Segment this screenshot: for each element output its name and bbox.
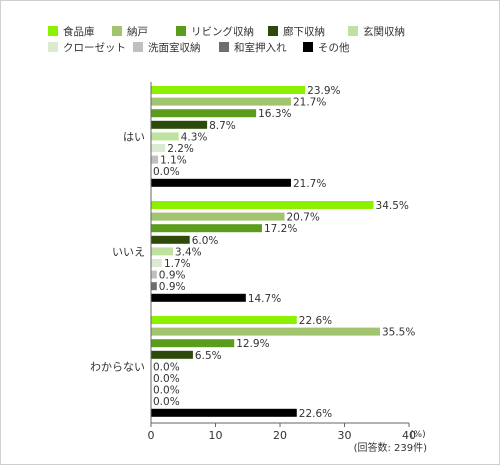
bar-value-label-3-6: 0.0% (153, 373, 180, 385)
x-tick-label-3: 20 (273, 429, 287, 442)
response-count-note: (回答数: 239件) (354, 441, 428, 454)
legend-swatch-2 (112, 26, 122, 36)
legend-swatch-3 (176, 26, 186, 36)
legend-label-6: クローゼット (63, 42, 126, 54)
bar-value-label-2-3: 17.2% (264, 223, 297, 235)
bar-value-label-3-1: 22.6% (299, 315, 332, 327)
legend-swatch-1 (48, 26, 58, 36)
x-tick-label-1: 0 (148, 429, 155, 442)
legend-swatch-4 (268, 26, 278, 36)
legend-label-9: その他 (318, 41, 350, 54)
bar-value-label-2-6: 1.7% (164, 258, 191, 270)
category-label-3: わからない (90, 360, 145, 373)
bar-value-label-3-4: 6.5% (195, 350, 222, 362)
bar-value-label-1-9: 21.7% (293, 178, 326, 190)
bar-1-9 (151, 178, 291, 187)
legend-label-7: 洗面室収納 (148, 41, 201, 54)
bar-3-3 (151, 339, 235, 348)
legend-swatch-5 (348, 26, 358, 36)
category-label-2: いいえ (112, 245, 145, 258)
bar-2-1 (151, 201, 374, 209)
bar-2-7 (151, 270, 157, 279)
bar-value-label-2-8: 0.9% (159, 281, 186, 293)
bar-1-4 (151, 120, 208, 129)
legend-swatch-7 (133, 42, 143, 52)
bar-value-label-3-9: 22.6% (299, 408, 332, 420)
bar-1-6 (151, 144, 166, 152)
x-tick-label-2: 10 (209, 429, 223, 442)
bar-value-label-3-2: 35.5% (382, 327, 415, 339)
bar-3-9 (151, 408, 297, 417)
bar-3-4 (151, 350, 193, 359)
legend-label-2: 納戸 (127, 25, 148, 38)
legend-label-1: 食品庫 (63, 25, 95, 38)
bar-3-1 (151, 316, 297, 324)
bar-value-label-2-4: 6.0% (192, 235, 219, 247)
bar-value-label-2-9: 14.7% (248, 293, 281, 305)
legend-swatch-8 (219, 42, 229, 52)
bar-2-8 (151, 282, 157, 291)
bar-1-3 (151, 109, 257, 118)
legend-label-4: 廊下収納 (283, 25, 325, 38)
bar-value-label-3-7: 0.0% (153, 385, 180, 397)
x-tick-label-5: 40 (402, 429, 416, 442)
bar-2-3 (151, 224, 262, 233)
legend-swatch-6 (48, 42, 58, 52)
bar-1-5 (151, 132, 179, 141)
bar-value-label-2-7: 0.9% (159, 270, 186, 282)
bar-value-label-1-3: 16.3% (258, 108, 291, 120)
bar-1-1 (151, 86, 306, 94)
x-tick-label-4: 30 (338, 429, 352, 442)
bar-value-label-3-3: 12.9% (236, 338, 269, 350)
bar-value-label-3-5: 0.0% (153, 361, 180, 373)
bar-value-label-1-4: 8.7% (209, 120, 236, 132)
legend-label-5: 玄関収納 (363, 25, 405, 38)
legend-label-3: リビング収納 (191, 25, 254, 38)
x-unit-label: (%) (410, 430, 426, 440)
bar-2-4 (151, 235, 190, 244)
bar-1-7 (151, 155, 159, 164)
bar-value-label-1-8: 0.0% (153, 166, 180, 178)
bar-value-label-1-5: 4.3% (181, 131, 208, 143)
bar-value-label-1-2: 21.7% (293, 97, 326, 109)
bar-value-label-1-6: 2.2% (167, 143, 194, 155)
bar-value-label-3-8: 0.0% (153, 396, 180, 408)
bar-value-label-1-7: 1.1% (160, 155, 187, 167)
bar-2-6 (151, 259, 162, 267)
bar-2-5 (151, 247, 173, 256)
bar-value-label-2-1: 34.5% (376, 200, 409, 212)
legend-swatch-9 (303, 42, 313, 52)
bar-3-2 (151, 327, 380, 336)
bar-1-2 (151, 97, 291, 106)
category-label-1: はい (123, 130, 145, 143)
bar-2-9 (151, 293, 246, 302)
bar-2-2 (151, 212, 285, 221)
bar-value-label-2-2: 20.7% (287, 212, 320, 224)
bar-value-label-2-5: 3.4% (175, 246, 202, 258)
bar-value-label-1-1: 23.9% (307, 85, 340, 97)
legend-label-8: 和室押入れ (234, 41, 287, 54)
